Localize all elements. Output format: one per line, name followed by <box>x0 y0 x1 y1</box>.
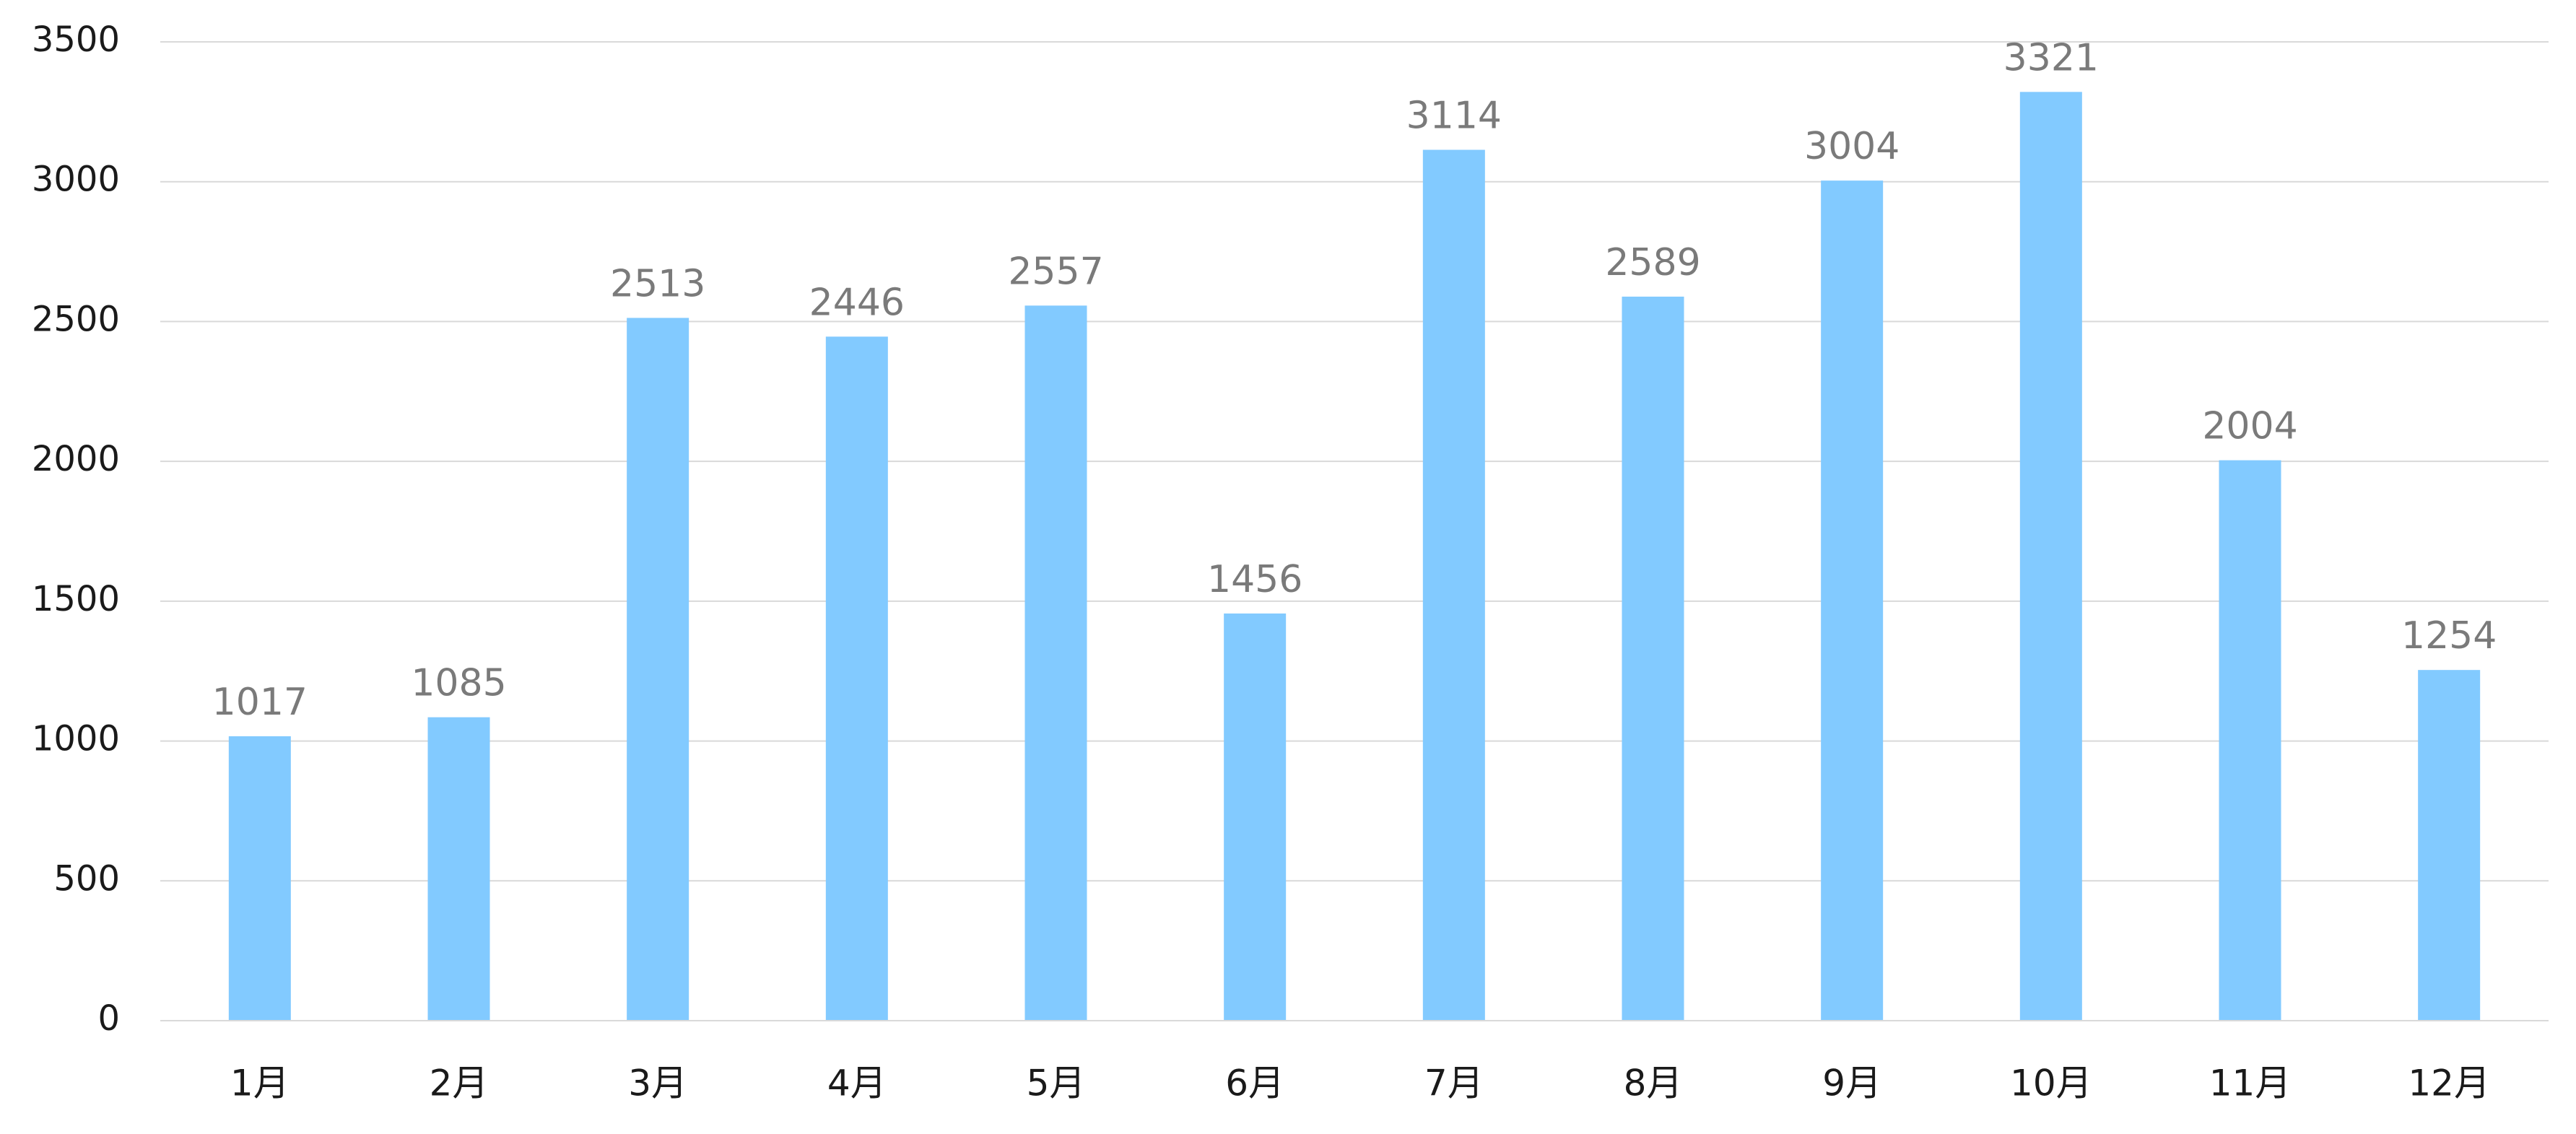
data-label: 1017 <box>212 681 308 724</box>
bar <box>825 336 888 1021</box>
data-label: 1254 <box>2401 614 2497 658</box>
bar <box>1422 149 1485 1021</box>
x-tick-label: 12月 <box>2408 1063 2490 1104</box>
bar <box>2019 92 2082 1021</box>
data-labels: 1017 1085 2513 2446 2557 1456 3114 2589 3004 3321… <box>212 36 2497 724</box>
y-axis: 0 500 1000 1500 2000 2500 3000 3500 <box>32 19 120 1039</box>
y-tick-label: 3500 <box>32 19 120 60</box>
y-tick-label: 0 <box>97 998 120 1039</box>
x-tick-label: 5月 <box>1027 1063 1086 1104</box>
gridlines <box>160 41 2549 1021</box>
x-tick-label: 10月 <box>2010 1063 2092 1104</box>
data-label: 2004 <box>2202 405 2297 448</box>
y-tick-label: 2000 <box>32 439 120 479</box>
bar <box>427 717 490 1021</box>
y-tick-label: 500 <box>53 858 120 899</box>
y-tick-label: 3000 <box>32 160 120 200</box>
x-tick-label: 9月 <box>1822 1063 1881 1104</box>
x-tick-label: 11月 <box>2209 1063 2292 1104</box>
bar <box>2418 670 2481 1021</box>
bars <box>228 92 2481 1021</box>
y-tick-label: 1000 <box>32 719 120 759</box>
data-label: 1085 <box>411 662 506 705</box>
data-label: 2446 <box>809 281 905 324</box>
x-tick-label: 2月 <box>430 1063 489 1104</box>
bar <box>627 318 689 1021</box>
x-tick-label: 4月 <box>827 1063 887 1104</box>
data-label: 3004 <box>1804 125 1900 168</box>
data-label: 1456 <box>1207 558 1302 601</box>
data-label: 2557 <box>1008 250 1103 293</box>
x-tick-label: 8月 <box>1624 1063 1683 1104</box>
x-tick-label: 6月 <box>1225 1063 1284 1104</box>
x-tick-label: 1月 <box>230 1063 290 1104</box>
bar <box>1224 613 1287 1021</box>
data-label: 3114 <box>1406 95 1502 138</box>
bar <box>1622 296 1684 1021</box>
x-axis: 1月 2月 3月 4月 5月 6月 7月 8月 9月 10月 11月 12月 <box>160 1020 2549 1104</box>
data-label: 2589 <box>1605 241 1700 284</box>
bar <box>1821 180 1884 1021</box>
x-tick-label: 3月 <box>628 1063 687 1104</box>
bar <box>1024 305 1087 1021</box>
data-label: 3321 <box>2003 36 2099 79</box>
data-label: 2513 <box>610 262 705 305</box>
y-tick-label: 2500 <box>32 299 120 339</box>
bar <box>228 736 291 1021</box>
bar <box>2219 460 2281 1021</box>
y-tick-label: 1500 <box>32 579 120 619</box>
x-tick-label: 7月 <box>1424 1063 1484 1104</box>
